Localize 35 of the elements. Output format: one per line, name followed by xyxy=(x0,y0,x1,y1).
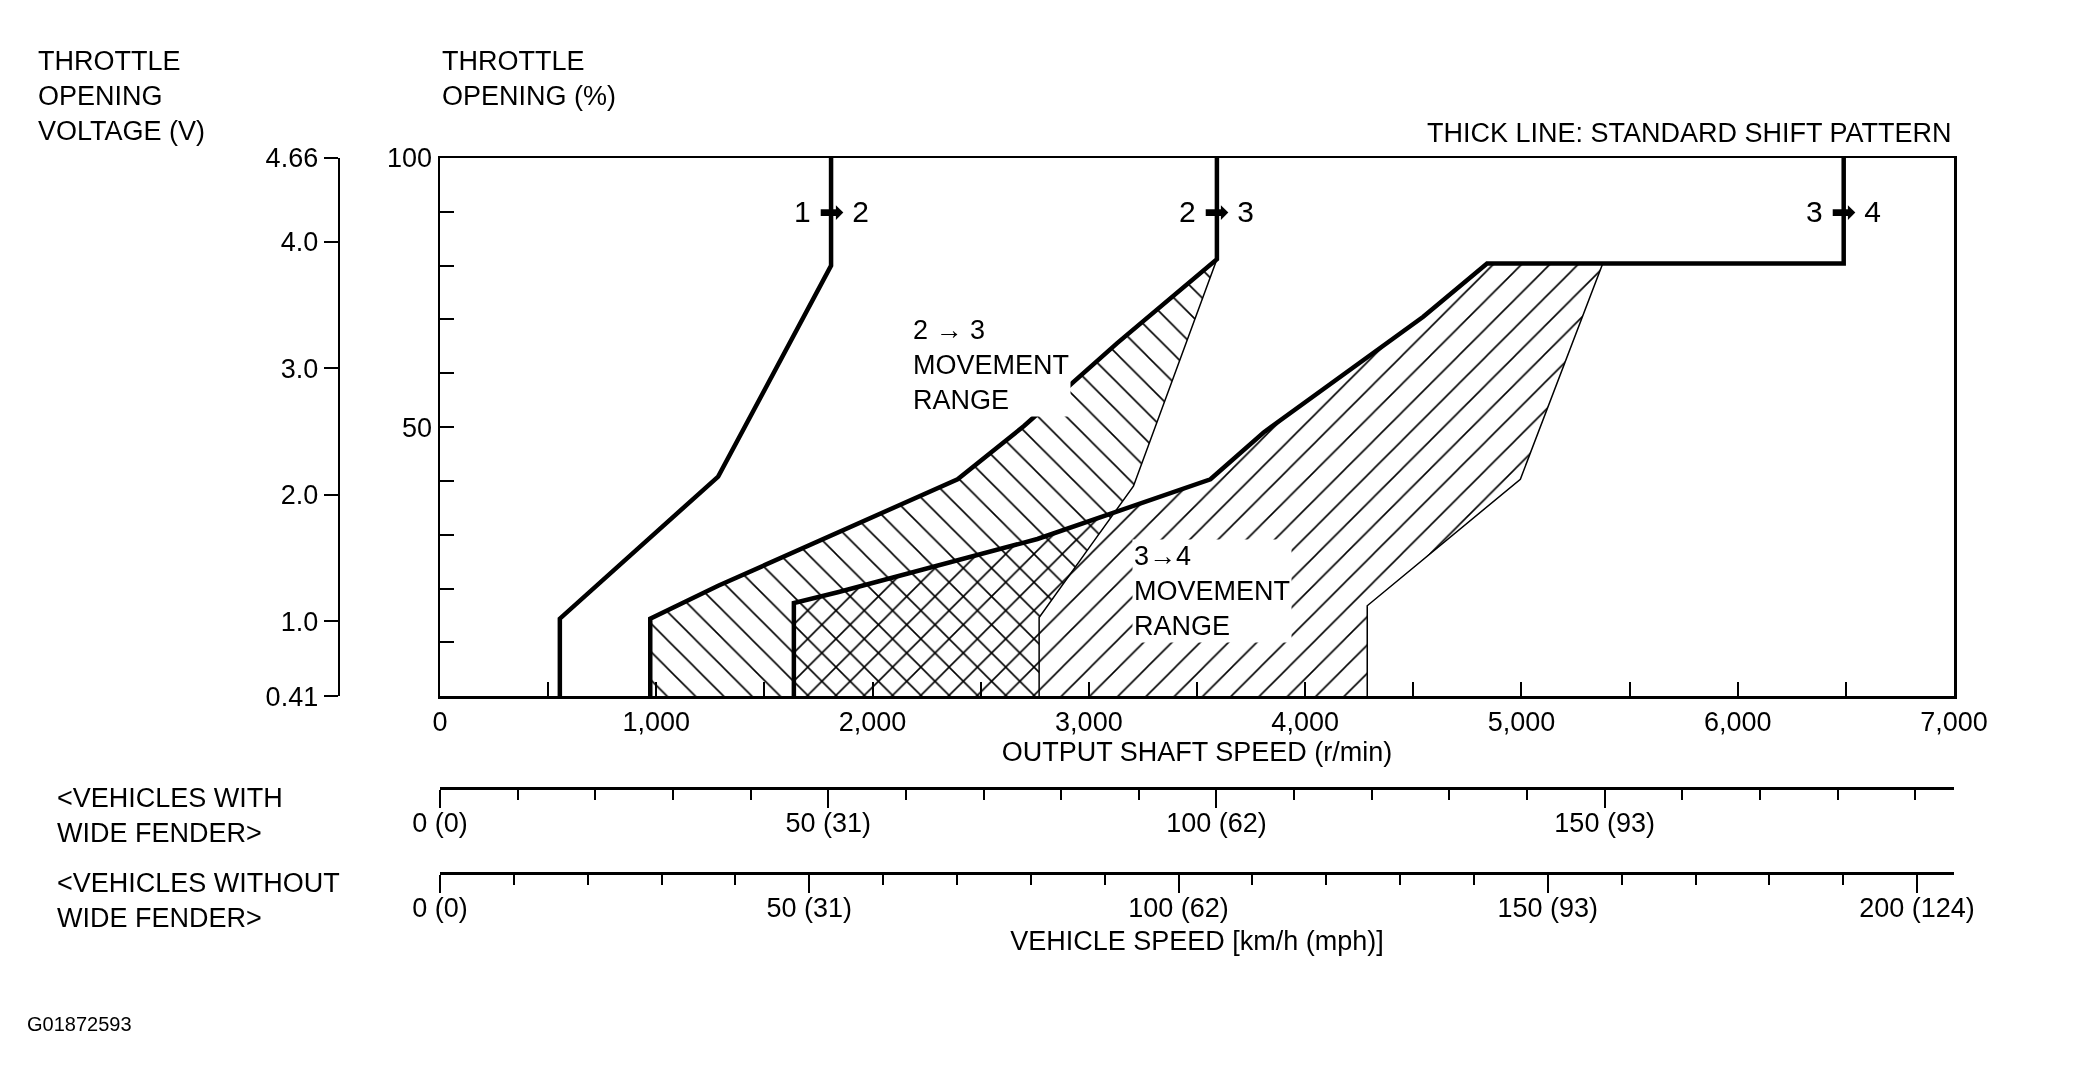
x-tick-label: 0 xyxy=(432,707,448,738)
x-tick-label: 2,000 xyxy=(838,707,907,738)
y2-tick-label: 3.0 xyxy=(280,353,319,384)
y-axis-title: THROTTLE OPENING (%) xyxy=(442,46,617,112)
x-tick-label: 4,000 xyxy=(1271,707,1339,738)
text: <VEHICLES WITHOUT WIDE FENDER> xyxy=(57,868,340,934)
x-tick-label: 1,000 xyxy=(622,707,691,738)
category-label: 200 (124) xyxy=(1859,892,1975,923)
category-label: 100 (62) xyxy=(1128,892,1229,923)
x-tick-label: 7,000 xyxy=(1920,707,1988,738)
x-axis-title: OUTPUT SHAFT SPEED (r/min) xyxy=(1001,737,1393,768)
y2-tick-label: 4.66 xyxy=(265,143,319,174)
annotation: 2 → 3 MOVEMENT RANGE xyxy=(913,315,1070,416)
category-label: 50 (31) xyxy=(785,807,872,838)
category-label: 150 (93) xyxy=(1554,807,1655,838)
y-tick-label: 100 xyxy=(387,143,433,174)
text: THICK LINE: STANDARD SHIFT PATTERN xyxy=(1427,118,1952,148)
category-label: 0 (0) xyxy=(412,892,468,923)
y-tick-label: 50 xyxy=(402,412,433,443)
text: VEHICLE SPEED [km/h (mph)] xyxy=(1010,925,1384,956)
y2-axis-title: THROTTLE OPENING VOLTAGE (V) xyxy=(38,46,206,147)
category-label: 100 (62) xyxy=(1166,807,1267,838)
y2-tick-label: 2.0 xyxy=(280,480,319,511)
text: <VEHICLES WITH WIDE FENDER> xyxy=(57,783,283,849)
annotation: 3→4 MOVEMENT RANGE xyxy=(1134,541,1291,642)
y2-tick-label: 0.41 xyxy=(265,681,319,712)
category-label: 150 (93) xyxy=(1497,892,1599,923)
category-label: 50 (31) xyxy=(766,892,853,923)
x-tick-label: 6,000 xyxy=(1703,707,1772,738)
y2-tick-label: 4.0 xyxy=(280,227,319,258)
x-tick-label: 3,000 xyxy=(1055,707,1123,738)
y2-tick-label: 1.0 xyxy=(280,606,319,637)
text: G01872593 xyxy=(27,1013,132,1035)
x-tick-label: 5,000 xyxy=(1487,707,1556,738)
category-label: 0 (0) xyxy=(412,807,468,838)
